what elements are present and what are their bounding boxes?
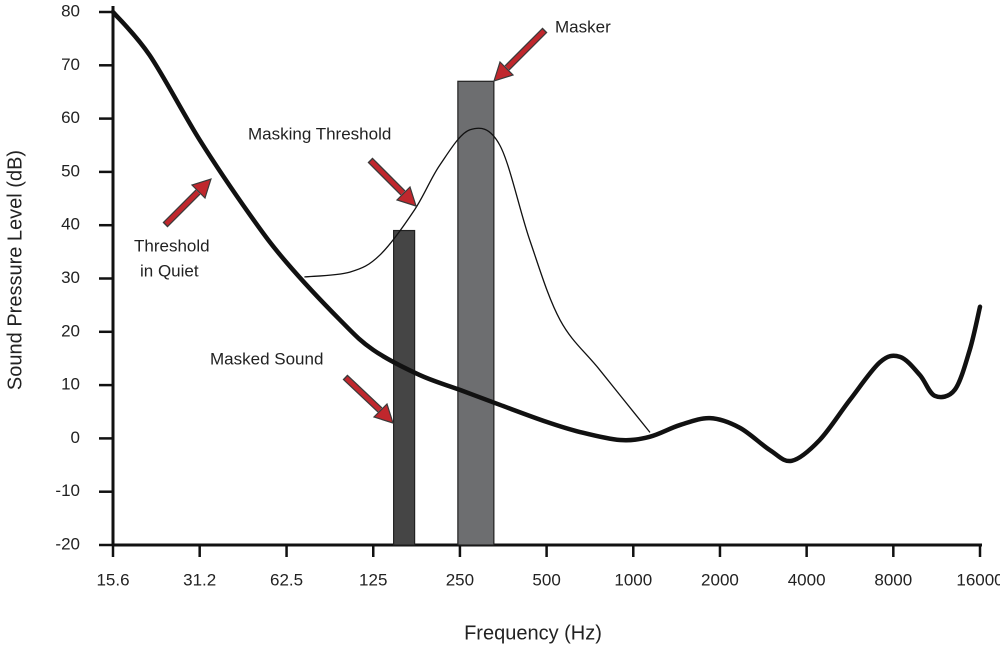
annotation: Masked Sound	[210, 349, 323, 368]
x-tick-label: 2000	[701, 570, 739, 589]
y-tick-label: 20	[61, 321, 80, 340]
y-tick-label: 70	[61, 55, 80, 74]
x-tick-label: 15.6	[96, 570, 129, 589]
x-tick-label: 250	[446, 570, 474, 589]
line	[110, 9, 983, 464]
annotation: in Quiet	[140, 261, 199, 280]
y-tick-label: 40	[61, 215, 80, 234]
y-tick-label: -20	[55, 534, 80, 553]
arrow	[493, 27, 548, 82]
x-axis-title: Frequency (Hz)	[464, 622, 602, 644]
annotations: Masker Masking Threshold Threshold in Qu…	[134, 17, 611, 368]
line	[304, 127, 651, 433]
x-tick-label: 31.2	[183, 570, 216, 589]
x-tick-label: 16000	[956, 570, 1000, 589]
arrow	[342, 374, 394, 424]
y-axis-title: Sound Pressure Level (dB)	[4, 150, 26, 390]
y-tick-label: 10	[61, 375, 80, 394]
y-tick-label: 0	[71, 428, 80, 447]
x-tick-label: 4000	[788, 570, 826, 589]
y-tick-label: 50	[61, 161, 80, 180]
annotation: Masking Threshold	[248, 124, 391, 143]
arrows	[162, 27, 548, 424]
x-tick-label: 62.5	[270, 570, 303, 589]
bar	[457, 80, 495, 546]
arrow	[162, 178, 212, 228]
x-tick-label: 500	[532, 570, 560, 589]
x-tick-label: 1000	[614, 570, 652, 589]
y-tick-label: 60	[61, 108, 80, 127]
y-tick-label: 80	[61, 1, 80, 20]
y-tick-label: 30	[61, 268, 80, 287]
annotation: Masker	[555, 17, 611, 36]
arrow	[367, 157, 417, 207]
x-tick-label: 125	[359, 570, 387, 589]
bar	[393, 229, 416, 546]
y-tick-label: -10	[55, 481, 80, 500]
x-tick-label: 8000	[874, 570, 912, 589]
annotation: Threshold	[134, 236, 210, 255]
plot-area: -20 -10 0 10 20 30 40 50 60 70 80 15.6 31.2 62.5 125 25…	[55, 1, 1000, 589]
